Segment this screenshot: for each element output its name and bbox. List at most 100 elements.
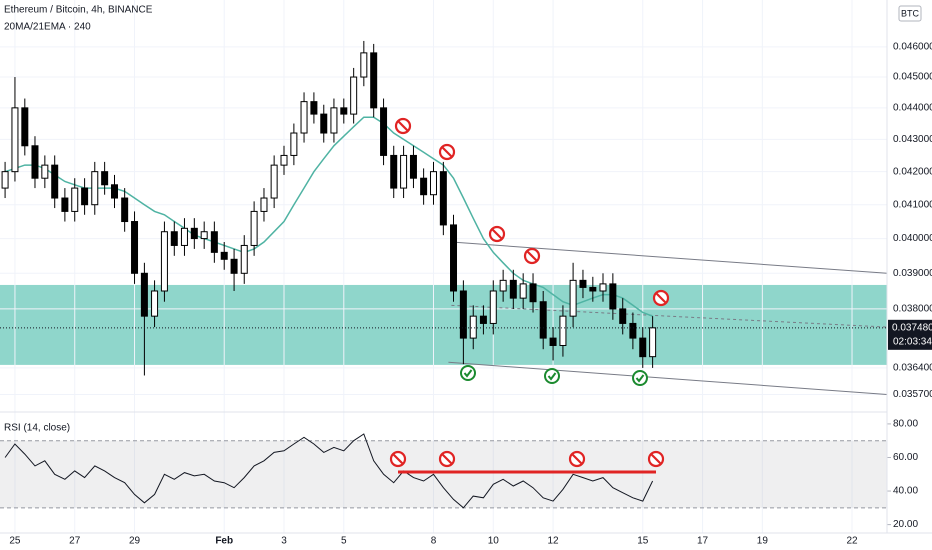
candle-body	[420, 177, 428, 196]
candle-body	[519, 283, 527, 299]
candle-body	[629, 322, 637, 339]
candle-body	[190, 227, 198, 240]
x-tick-label: 12	[548, 536, 560, 547]
candle-body	[509, 279, 517, 299]
candle-body	[350, 76, 358, 115]
candle-body	[380, 107, 388, 156]
candle-body	[529, 283, 537, 303]
chart-title: Ethereum / Bitcoin, 4h, BINANCE	[4, 5, 153, 16]
sell-signal	[488, 225, 506, 243]
candle-body	[390, 154, 398, 189]
candle-body	[170, 231, 178, 246]
y-tick-label: 0.036400	[893, 363, 932, 374]
candle-body	[220, 251, 228, 260]
rsi-signal	[568, 450, 586, 468]
candle-body	[429, 171, 437, 196]
candle-body	[479, 315, 487, 324]
candle-body	[469, 315, 477, 339]
sell-signal	[652, 289, 670, 307]
candle-body	[609, 283, 617, 310]
x-tick-label: 29	[129, 536, 141, 547]
x-tick-label: 3	[281, 536, 287, 547]
candle-body	[260, 197, 268, 212]
candle-body	[91, 171, 99, 206]
candle-body	[240, 244, 248, 274]
candle-body	[589, 286, 597, 292]
y-tick-label: 0.046000	[893, 42, 932, 53]
candle-body	[160, 231, 168, 292]
candle-body	[61, 197, 69, 212]
candle-body	[270, 164, 278, 199]
candle-body	[71, 187, 79, 212]
candle-body	[599, 283, 607, 292]
candle-body	[230, 258, 238, 274]
candle-body	[409, 154, 417, 179]
sell-signal	[523, 247, 541, 265]
x-tick-label: 19	[757, 536, 769, 547]
candle-body	[619, 308, 627, 324]
candle-body	[360, 52, 368, 78]
candle-body	[539, 301, 547, 339]
support-zone	[0, 284, 887, 365]
annotations	[389, 117, 670, 474]
y-tick-label: 0.041000	[893, 199, 932, 210]
rsi-signal	[389, 450, 407, 468]
candle-body	[549, 337, 557, 346]
x-tick-label: 8	[431, 536, 437, 547]
candle-body	[459, 290, 467, 339]
x-tick-label: 15	[637, 536, 649, 547]
y-tick-label: 0.039000	[893, 268, 932, 279]
candle-body	[489, 290, 497, 324]
last-price-label: 0.037480	[892, 322, 932, 333]
x-tick-label: 27	[69, 536, 81, 547]
rsi-tick-label: 20.00	[893, 519, 918, 530]
rsi-tick-label: 80.00	[893, 419, 918, 430]
rsi-tick-label: 40.00	[893, 486, 918, 497]
candle-body	[110, 184, 118, 199]
candle-body	[1, 171, 9, 189]
sell-signal	[394, 117, 412, 135]
candle-body	[439, 171, 447, 226]
candle-body	[140, 272, 148, 317]
candle-body	[41, 164, 49, 179]
x-tick-label: 22	[846, 536, 858, 547]
buy-signal	[632, 370, 648, 386]
buy-signal	[544, 368, 560, 384]
candle-body	[21, 107, 29, 147]
rsi-signal	[438, 450, 456, 468]
y-tick-label: 0.040000	[893, 233, 932, 244]
candle-body	[649, 327, 657, 358]
candle-body	[559, 315, 567, 346]
candle-body	[210, 231, 218, 253]
front-layer: 0.046000 0.045000 0.044000 0.043000 0.042000…	[0, 40, 932, 547]
x-tick-label: 25	[9, 536, 21, 547]
x-tick-label: 17	[697, 536, 709, 547]
x-tick-label: Feb	[215, 536, 233, 547]
candle-body	[499, 279, 507, 292]
y-tick-label: 0.035700	[893, 389, 932, 400]
candle-body	[200, 231, 208, 240]
candle-body	[101, 171, 109, 186]
countdown-label: 02:03:34	[893, 336, 932, 347]
y-tick-label: 0.042000	[893, 166, 932, 177]
candle-body	[400, 154, 408, 189]
candle-body	[290, 132, 298, 156]
candle-body	[31, 145, 39, 179]
candle-body	[11, 107, 19, 173]
buy-signal	[460, 365, 476, 381]
currency-label[interactable]: BTC	[901, 8, 920, 18]
rsi-signal	[647, 450, 665, 468]
rsi-title: RSI (14, close)	[4, 423, 70, 434]
x-tick-label: 5	[341, 536, 347, 547]
rsi-band	[0, 440, 887, 508]
candle-body	[579, 279, 587, 288]
sell-signal	[438, 143, 456, 161]
rsi-tick-label: 60.00	[893, 452, 918, 463]
candle-body	[300, 101, 308, 134]
candle-body	[320, 113, 328, 134]
currency-box[interactable]	[898, 5, 922, 22]
candle-body	[569, 279, 577, 317]
x-tick-label: 10	[488, 536, 500, 547]
y-tick-label: 0.038000	[893, 304, 932, 315]
indicator-label: 20MA/21EMA · 240	[4, 22, 91, 33]
